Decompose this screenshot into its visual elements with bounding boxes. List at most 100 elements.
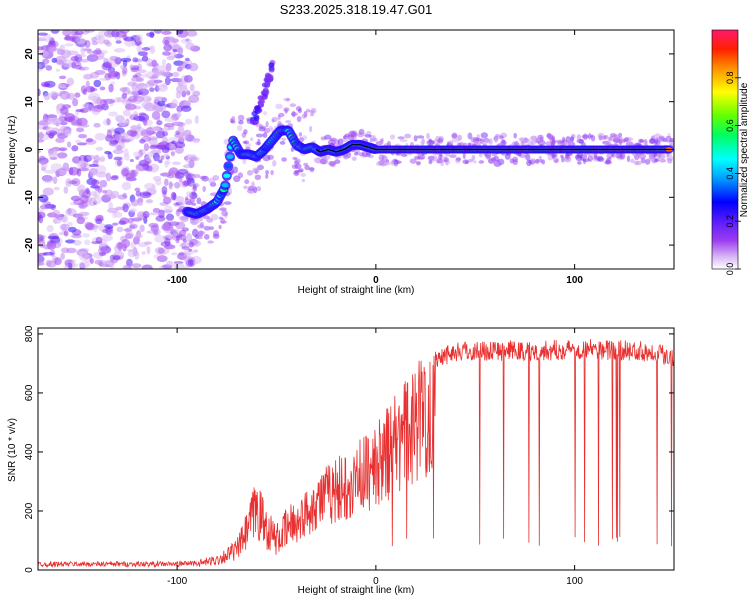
spectrogram-noise-mark xyxy=(188,259,194,266)
spectrogram-scatter-mark xyxy=(208,177,216,184)
spectrogram-noise-mark xyxy=(66,77,75,86)
spectrogram-scatter-mark xyxy=(271,119,275,123)
spectrogram-noise-mark xyxy=(97,186,103,193)
spectrogram-scatter-mark xyxy=(428,138,433,144)
spectrogram-noise-mark xyxy=(92,95,97,105)
spectrogram-scatter-mark xyxy=(561,156,565,163)
spectrogram-noise-mark xyxy=(108,111,118,117)
spectrogram-noise-mark xyxy=(91,108,101,115)
spectrogram-noise-mark xyxy=(185,233,193,242)
spectrogram-scatter-mark xyxy=(597,157,605,162)
spectrogram-noise-mark xyxy=(130,130,137,137)
spectrogram-scatter-mark xyxy=(440,159,444,167)
spectrogram-noise-mark xyxy=(128,95,138,103)
spectrogram-scatter-mark xyxy=(301,178,306,183)
spectrogram-noise-mark xyxy=(162,153,169,158)
spectrogram-scatter-mark xyxy=(372,137,378,142)
spectrogram-scatter-mark xyxy=(449,154,457,158)
spectrogram-noise-mark xyxy=(95,146,104,151)
spectrogram-noise-mark xyxy=(167,170,176,175)
spectrogram-noise-mark xyxy=(120,57,132,62)
spectrogram-noise-mark xyxy=(155,116,161,122)
spectrogram-noise-mark xyxy=(180,105,192,112)
spectrogram-scatter-mark xyxy=(188,241,195,248)
spectrogram-noise-mark xyxy=(93,195,102,205)
spectrogram-noise-mark xyxy=(70,55,79,62)
spectrogram-ytick-label: 10 xyxy=(24,96,35,108)
spectrogram-noise-mark xyxy=(107,192,116,198)
spectrogram-noise-mark xyxy=(161,185,168,195)
spectrogram-noise-mark xyxy=(71,178,81,187)
spectrogram-noise-mark xyxy=(112,255,121,261)
spectrogram-noise-mark xyxy=(153,98,160,103)
spectrogram-noise-mark xyxy=(125,233,134,240)
spectrogram-scatter-mark xyxy=(324,134,332,140)
spectrogram-noise-mark xyxy=(190,156,200,162)
spectrogram-noise-mark xyxy=(40,159,47,166)
spectrogram-noise-mark xyxy=(90,179,100,186)
spectrogram-noise-mark xyxy=(126,258,133,267)
spectrogram-noise-mark xyxy=(161,59,167,67)
spectrogram-noise-mark xyxy=(98,252,106,257)
spectrogram-noise-mark xyxy=(185,118,193,125)
spectrogram-noise-mark xyxy=(186,30,198,37)
spectrogram-noise-mark xyxy=(45,65,53,71)
spectrogram-branch-mark xyxy=(263,89,270,95)
spectrogram-scatter-mark xyxy=(297,108,302,114)
spectrogram-scatter-mark xyxy=(526,159,532,167)
spectrogram-ylabel: Frequency (Hz) xyxy=(7,116,18,185)
spectrogram-scatter-mark xyxy=(493,155,499,161)
spectrogram-scatter-mark xyxy=(344,153,349,159)
spectrogram-noise-mark xyxy=(161,30,172,35)
spectrogram-noise-mark xyxy=(185,42,195,50)
snr-ytick-label: 200 xyxy=(24,502,35,519)
spectrogram-scatter-mark xyxy=(497,160,501,165)
spectrogram-noise-mark xyxy=(171,161,181,166)
spectrogram-scatter-mark xyxy=(576,134,582,140)
spectrogram-scatter-mark xyxy=(636,142,642,147)
spectrogram-noise-mark xyxy=(42,251,55,256)
spectrogram-noise-mark xyxy=(38,194,49,203)
spectrogram-noise-mark xyxy=(94,132,106,141)
spectrogram-noise-mark xyxy=(38,234,45,243)
spectrogram-ridge-mark xyxy=(221,183,229,188)
spectrogram-noise-mark xyxy=(162,51,171,56)
spectrogram-scatter-mark xyxy=(644,138,648,145)
spectrogram-noise-mark xyxy=(153,30,163,34)
spectrogram-noise-mark xyxy=(86,104,94,112)
colorbar-tick-label: 0.6 xyxy=(725,119,735,132)
spectrogram-scatter-mark xyxy=(209,226,215,231)
spectrogram-scatter-mark xyxy=(313,157,322,164)
spectrogram-scatter-mark xyxy=(419,154,426,160)
spectrogram-noise-mark xyxy=(59,121,68,126)
spectrogram-scatter-mark xyxy=(420,140,425,147)
spectrogram-noise-mark xyxy=(119,132,129,140)
spectrogram-noise-mark xyxy=(174,141,186,149)
spectrogram-noise-mark xyxy=(192,138,200,144)
spectrogram-noise-mark xyxy=(64,129,72,137)
spectrogram-scatter-mark xyxy=(357,132,364,138)
spectrogram-noise-mark xyxy=(99,77,111,81)
spectrogram-noise-mark xyxy=(38,139,45,143)
spectrogram-noise-mark xyxy=(174,196,185,203)
spectrogram-noise-mark xyxy=(63,36,75,41)
spectrogram-noise-mark xyxy=(64,112,76,122)
spectrogram-noise-mark xyxy=(168,145,177,150)
spectrogram-scatter-mark xyxy=(404,133,412,139)
spectrogram-ridge-mark xyxy=(226,154,234,159)
spectrogram-noise-mark xyxy=(38,214,44,224)
spectrogram-scatter-mark xyxy=(389,134,396,140)
spectrogram-noise-mark xyxy=(39,118,52,126)
spectrogram-noise-mark xyxy=(95,218,103,225)
spectrogram-branch-mark xyxy=(263,81,270,87)
spectrogram-noise-mark xyxy=(76,184,86,194)
spectrogram-noise-mark xyxy=(42,33,52,42)
spectrogram-noise-mark xyxy=(78,261,90,269)
spectrogram-scatter-mark xyxy=(365,153,371,158)
spectrogram-scatter-mark xyxy=(223,201,232,205)
spectrogram-scatter-mark xyxy=(639,139,645,143)
spectrogram-noise-mark xyxy=(183,75,193,83)
spectrogram-noise-mark xyxy=(172,262,185,269)
spectrogram-noise-mark xyxy=(176,30,184,35)
spectrogram-noise-mark xyxy=(149,87,155,93)
